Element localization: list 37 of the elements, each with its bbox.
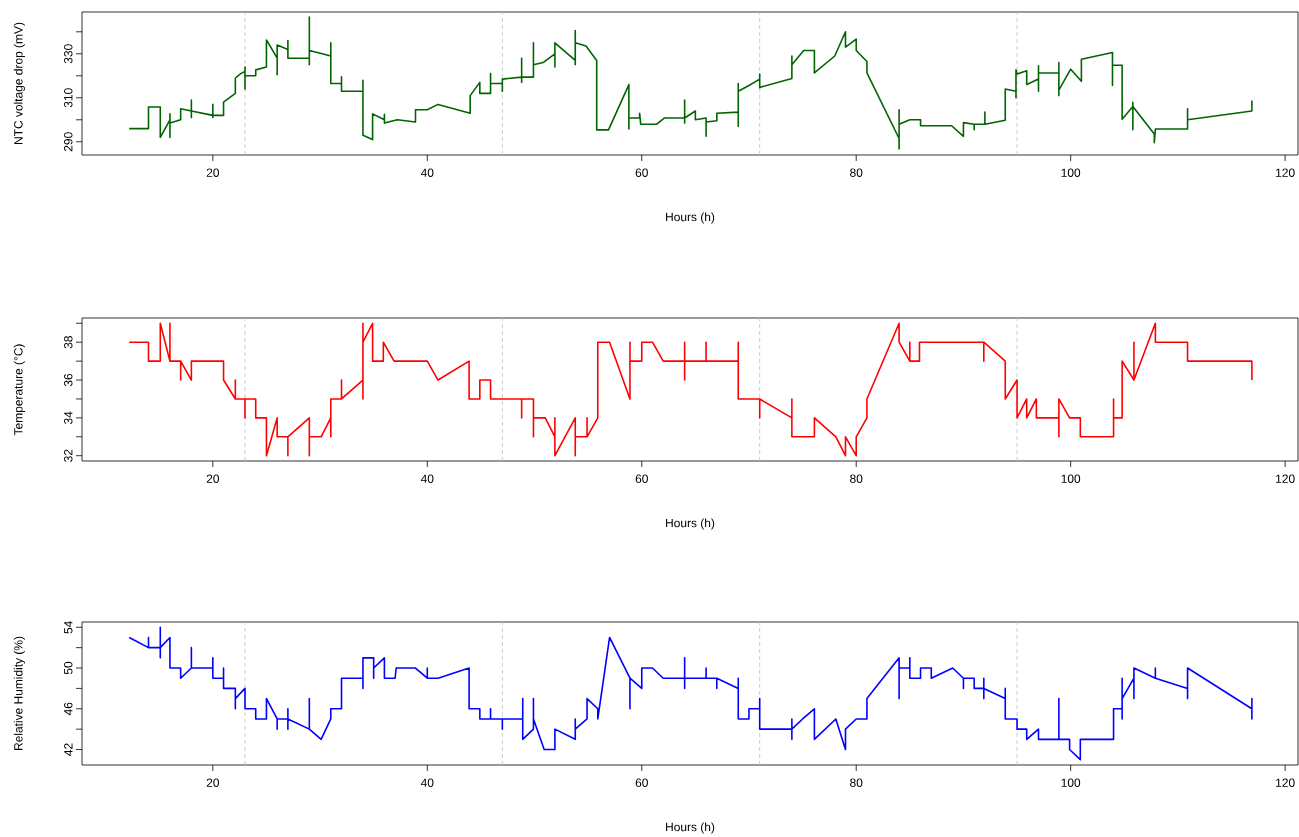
y-tick-label: 36 (64, 373, 73, 387)
x-tick-label: 40 (420, 168, 434, 178)
x-tick-label: 40 (420, 778, 434, 788)
y-tick-label: 34 (64, 411, 73, 425)
x-tick-label: 60 (635, 778, 648, 788)
y-tick-label: 310 (64, 88, 73, 108)
line-series (128, 626, 1253, 761)
y-axis-title: Relative Humidity (%) (13, 636, 25, 751)
y-axis-title: Temperature (°C) (13, 344, 25, 436)
y-tick-label: 38 (64, 336, 73, 349)
x-tick-label: 60 (635, 474, 648, 484)
x-tick-label: 80 (850, 168, 863, 178)
y-tick-label: 42 (64, 743, 73, 756)
x-tick-label: 60 (635, 168, 648, 178)
x-tick-label: 120 (1276, 778, 1295, 788)
x-tick-label: 100 (1061, 168, 1081, 178)
x-tick-label: 40 (420, 474, 434, 484)
y-axis-title: NTC voltage drop (mV) (13, 22, 25, 145)
y-tick-label: 330 (64, 44, 73, 64)
x-tick-label: 20 (206, 778, 220, 788)
x-axis-title: Hours (h) (666, 518, 715, 530)
y-tick-label: 54 (64, 621, 73, 634)
x-axis-title: Hours (h) (666, 212, 715, 224)
x-tick-label: 80 (850, 778, 863, 788)
x-tick-label: 100 (1061, 778, 1081, 788)
x-tick-label: 20 (206, 474, 220, 484)
y-tick-label: 46 (64, 702, 73, 716)
x-tick-label: 20 (206, 168, 220, 178)
y-tick-label: 290 (64, 132, 73, 152)
x-tick-label: 120 (1276, 474, 1295, 484)
x-tick-label: 80 (850, 474, 863, 484)
x-axis-title: Hours (h) (666, 822, 715, 834)
x-tick-label: 100 (1061, 474, 1081, 484)
line-series (128, 16, 1253, 150)
x-tick-label: 120 (1276, 168, 1295, 178)
y-tick-label: 50 (64, 661, 73, 675)
y-tick-label: 32 (64, 449, 73, 462)
